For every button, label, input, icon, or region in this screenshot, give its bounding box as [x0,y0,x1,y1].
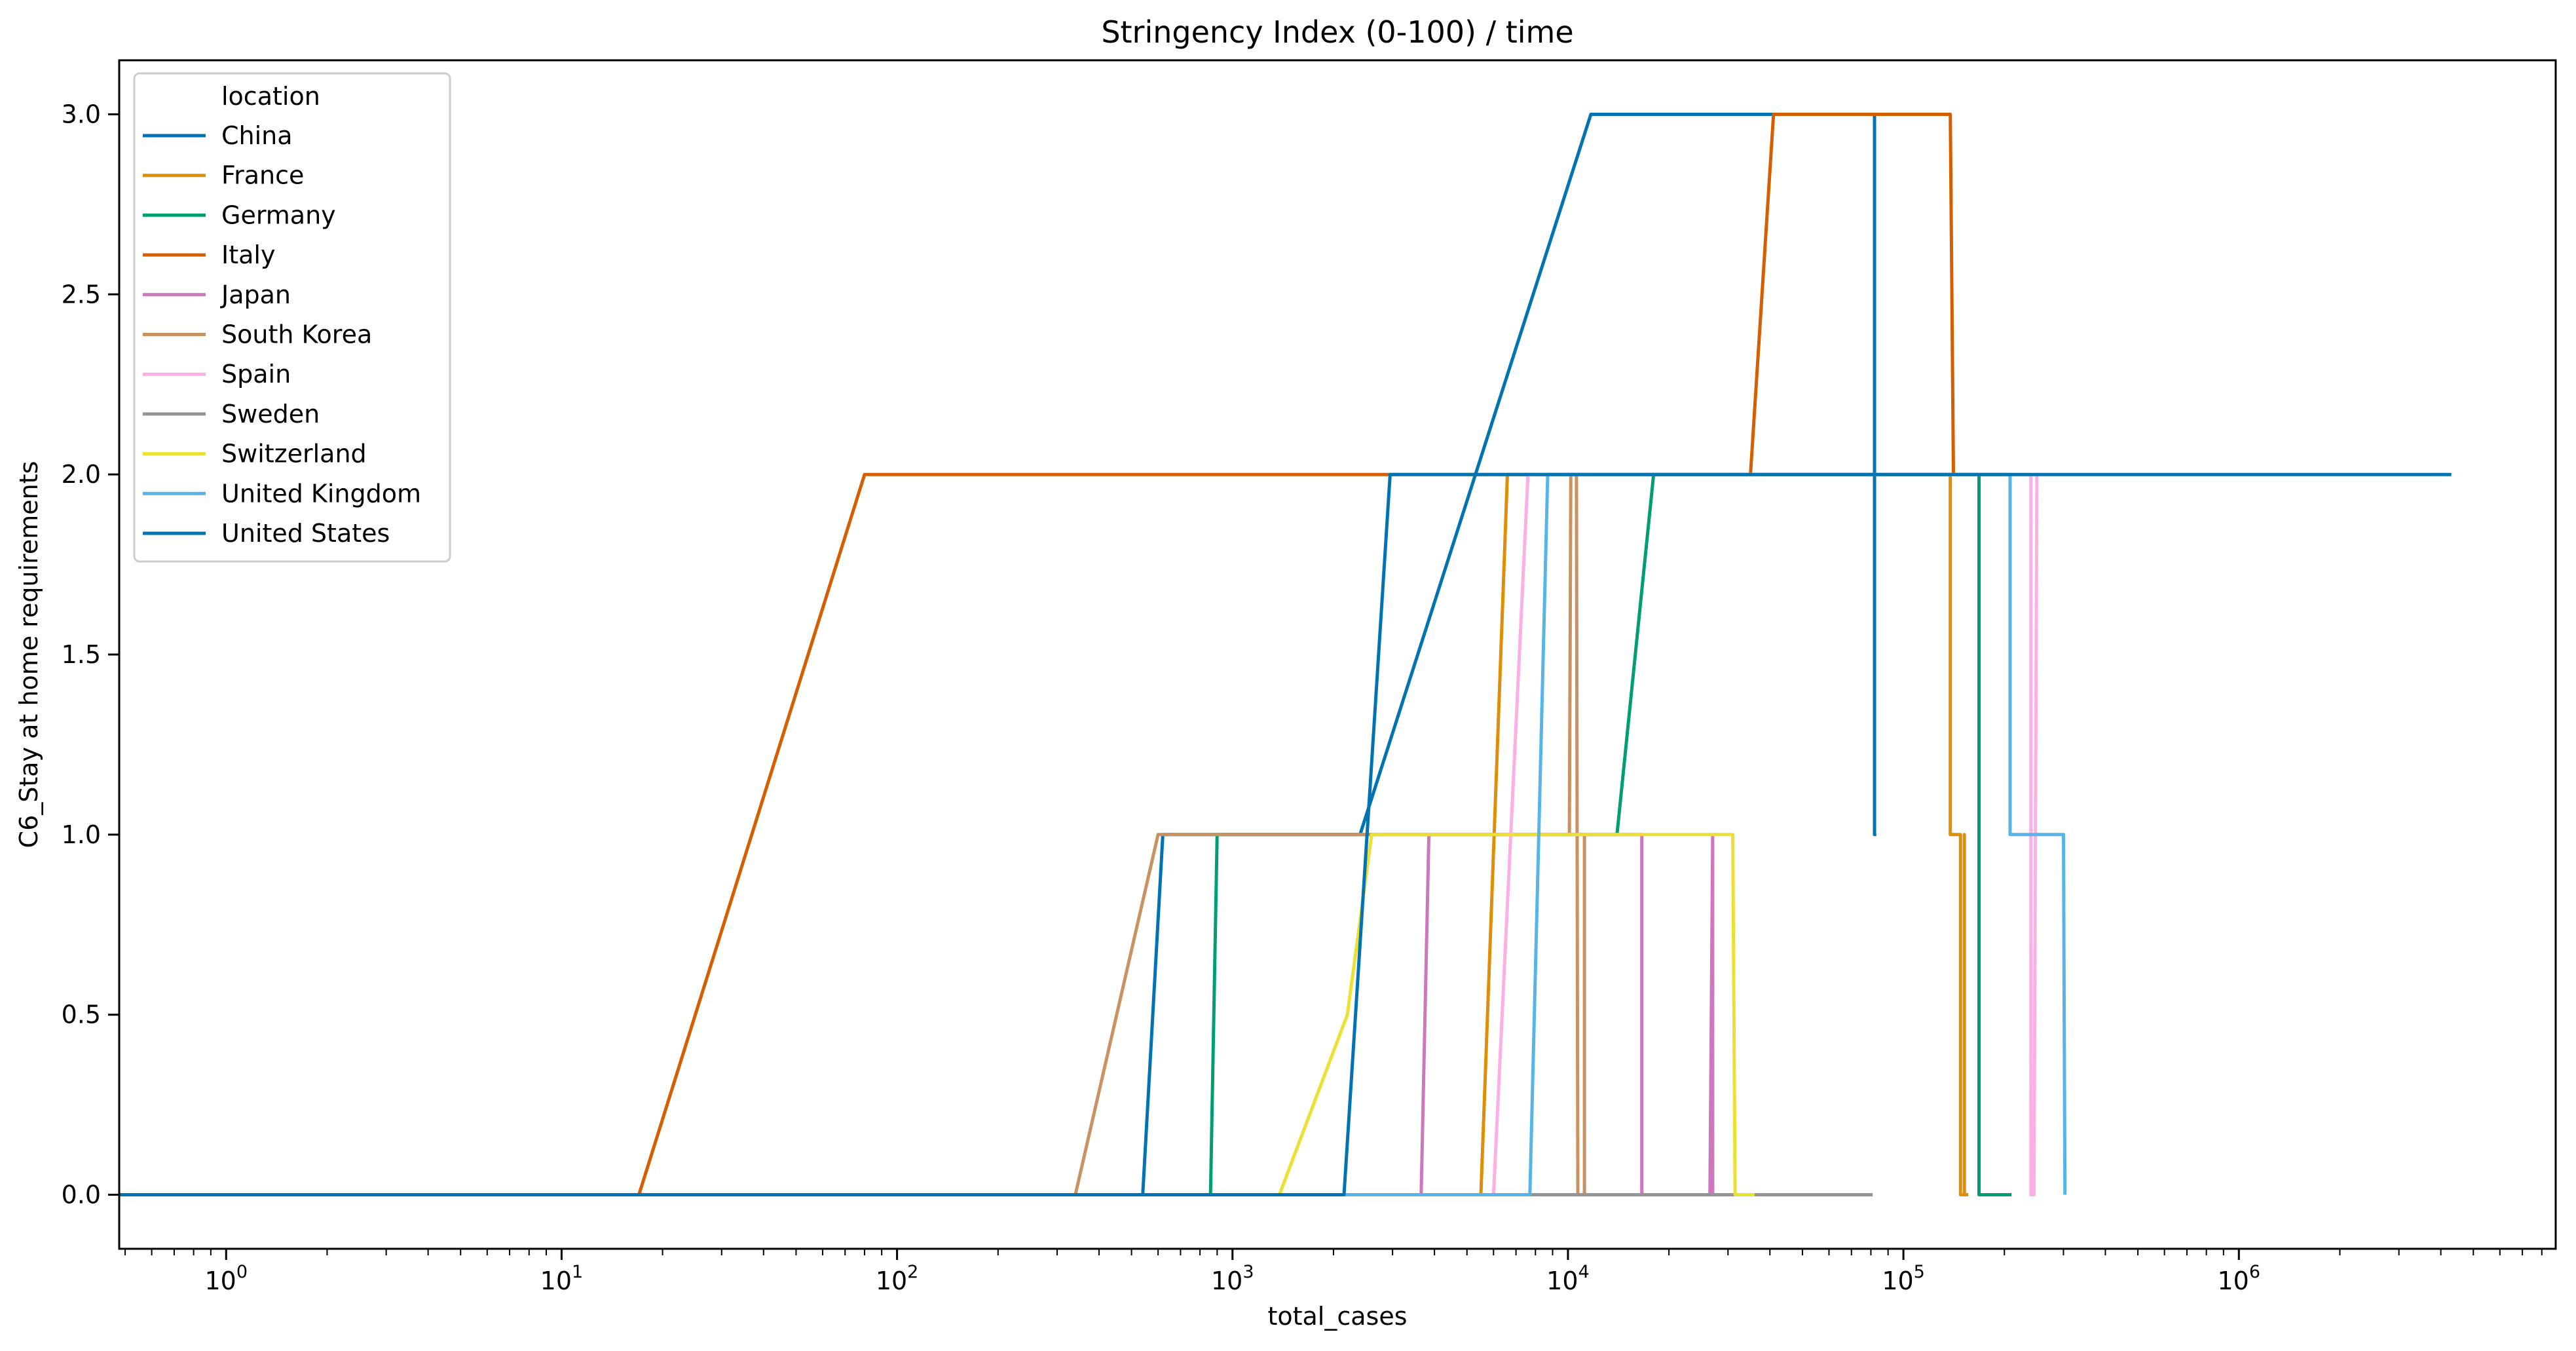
legend-label-italy: Italy [221,240,275,269]
y-tick-label: 0.0 [62,1181,101,1209]
y-axis-label: C6_Stay at home requirements [14,461,43,848]
legend-label-china: China [221,121,293,150]
y-tick-label: 3.0 [62,100,101,128]
series-line-france [119,472,1968,1196]
x-tick-label: 105 [1882,1262,1925,1295]
series-line-united-states [119,472,2452,1196]
y-tick-label: 0.5 [62,1000,101,1029]
y-tick-label: 2.0 [62,460,101,489]
legend-title: location [221,82,320,111]
x-tick-label: 102 [876,1262,919,1295]
series-line-united-kingdom [119,472,2067,1196]
plot-frame [118,59,2557,1250]
y-tick-label: 2.5 [62,280,101,309]
x-axis: 100 101 102 103 104 105 106 [124,1249,2543,1295]
x-tick-label: 101 [540,1262,584,1295]
legend-label-switzerland: Switzerland [221,440,367,468]
x-axis-label: total_cases [1267,1302,1407,1331]
legend: location China France Germany Italy Japan Sou… [133,72,451,563]
y-tick-label: 1.0 [62,820,101,849]
series-line-spain [119,472,2039,1196]
x-tick-label: 100 [204,1262,248,1295]
x-tick-label: 106 [2217,1262,2260,1295]
x-tick-label: 104 [1546,1262,1590,1295]
legend-label-germany: Germany [221,200,336,229]
legend-label-south-korea: South Korea [221,320,372,349]
legend-label-japan: Japan [220,280,291,309]
series-line-germany [119,472,2012,1196]
chart-title: Stringency Index (0-100) / time [1101,14,1573,50]
series-line-italy [119,113,1972,1196]
legend-label-united-states: United States [221,519,390,548]
legend-label-spain: Spain [221,360,291,389]
x-tick-label: 103 [1211,1262,1254,1295]
series-layer [119,113,2452,1196]
y-tick-label: 1.5 [62,640,101,669]
legend-label-sweden: Sweden [221,400,320,428]
legend-label-united-kingdom: United Kingdom [221,479,421,508]
y-axis: 0.0 0.5 1.0 1.5 2.0 2.5 3.0 [62,100,119,1209]
legend-label-france: France [221,161,304,190]
legend-box [133,72,451,563]
